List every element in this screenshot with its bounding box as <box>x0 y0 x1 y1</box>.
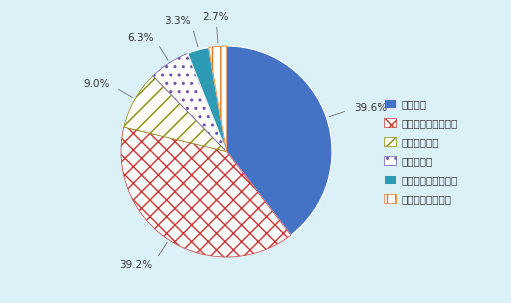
Text: 39.6%: 39.6% <box>354 103 387 113</box>
Wedge shape <box>188 48 226 152</box>
Text: 2.7%: 2.7% <box>203 12 229 22</box>
Wedge shape <box>226 46 332 235</box>
Wedge shape <box>124 76 226 152</box>
Legend: 米中摩擦, 生活様式の非対面化, 朝鮮半島問題, 為替の変動, 中国資本市場の開放, 安全保障貿易管理: 米中摩擦, 生活様式の非対面化, 朝鮮半島問題, 為替の変動, 中国資本市場の開… <box>384 99 458 204</box>
Wedge shape <box>121 127 291 257</box>
Text: 6.3%: 6.3% <box>127 33 154 43</box>
Wedge shape <box>208 46 226 152</box>
Text: 3.3%: 3.3% <box>165 16 191 26</box>
Text: 9.0%: 9.0% <box>83 79 109 89</box>
Wedge shape <box>153 53 226 152</box>
Text: 39.2%: 39.2% <box>120 260 153 270</box>
